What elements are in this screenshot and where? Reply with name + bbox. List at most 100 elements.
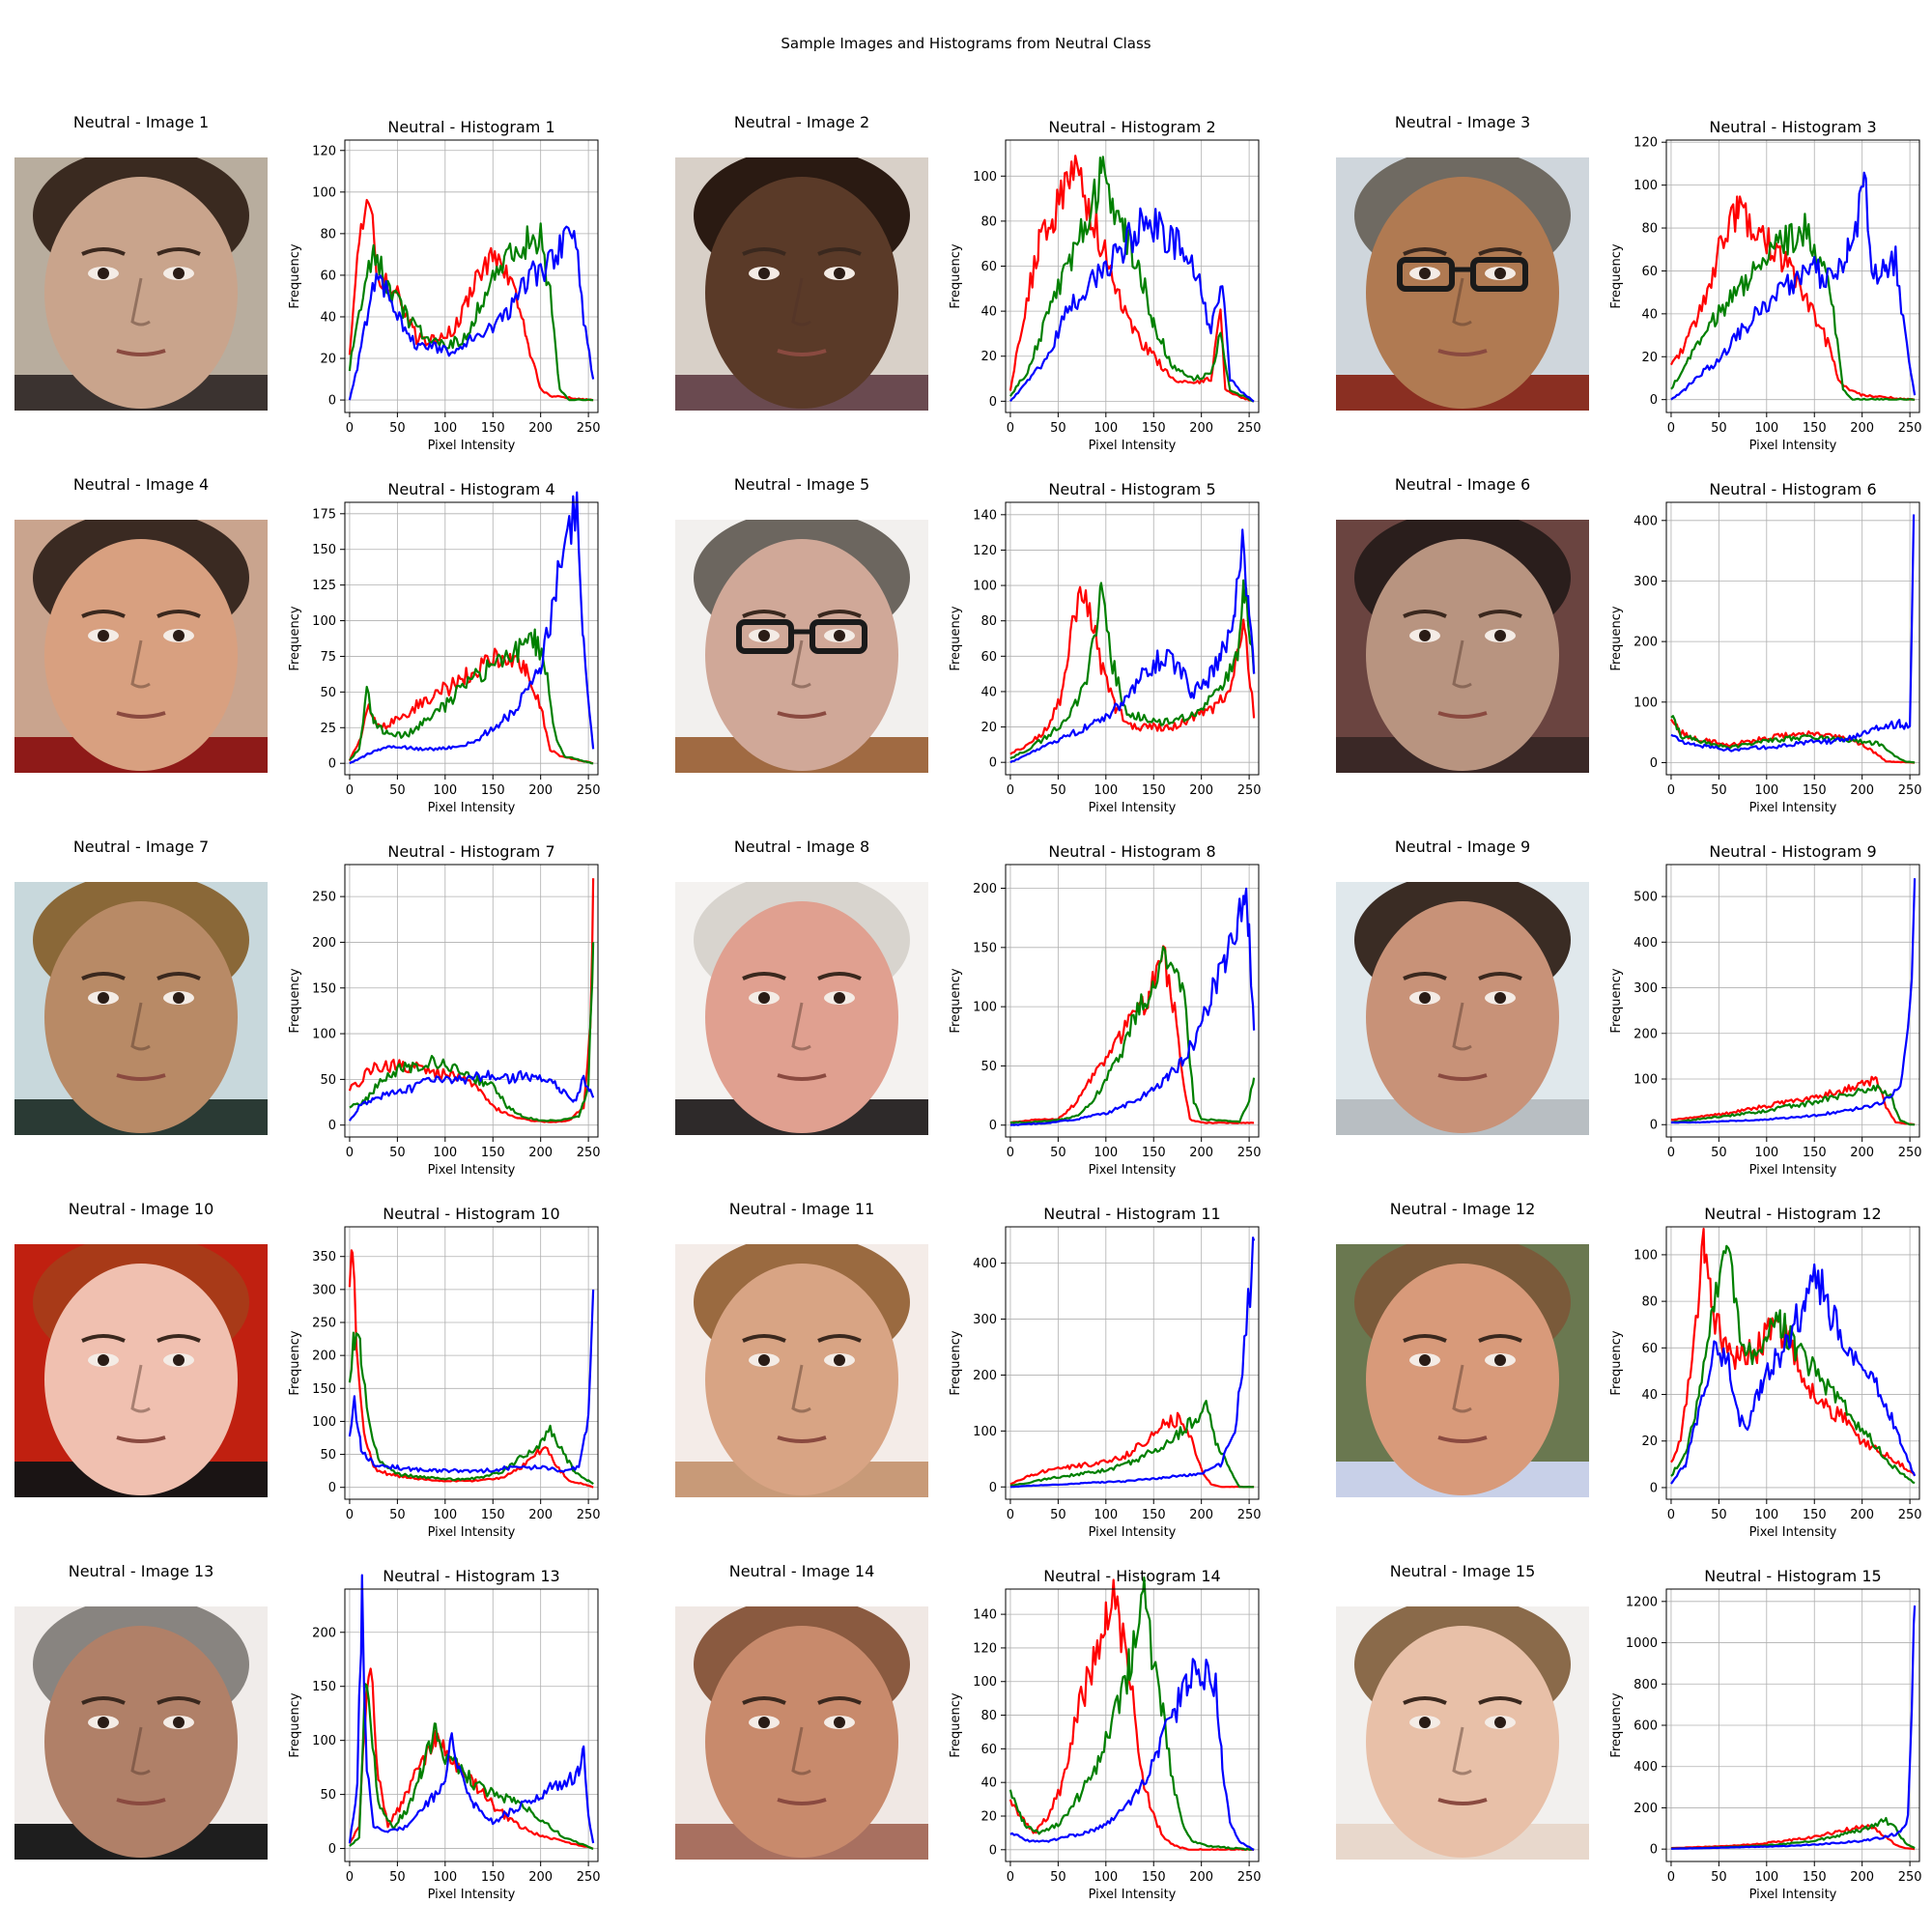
- axes-frame: [1005, 1226, 1260, 1500]
- y-tick-label: 0: [328, 757, 336, 772]
- x-tick-label: 50: [389, 783, 406, 798]
- y-tick-label: 250: [312, 1317, 336, 1331]
- face-left-pupil: [98, 1717, 109, 1728]
- series-line-red: [1009, 945, 1255, 1124]
- x-tick-label: 250: [1898, 1146, 1922, 1160]
- image-title: Neutral - Image 4: [72, 475, 210, 494]
- face-left-pupil: [98, 992, 109, 1004]
- x-tick-label: 0: [1007, 1870, 1014, 1885]
- histogram-title: Neutral - Histogram 15: [1704, 1567, 1881, 1585]
- y-tick-label: 40: [1641, 1388, 1658, 1403]
- x-tick-label: 150: [1803, 1146, 1827, 1160]
- face-left-brow: [742, 610, 786, 618]
- x-axis-label: Pixel Intensity: [1089, 1888, 1177, 1902]
- y-tick-label: 1200: [1626, 1595, 1658, 1609]
- face-nose: [130, 1726, 151, 1776]
- face-left-pupil: [758, 992, 770, 1004]
- y-tick-label: 0: [328, 1481, 336, 1495]
- face-image: [14, 1244, 268, 1497]
- y-tick-label: 80: [980, 1709, 997, 1723]
- series-line-green: [1670, 1244, 1916, 1485]
- x-tick-label: 0: [1007, 783, 1014, 798]
- series-line-blue: [349, 491, 595, 765]
- x-axis-label: Pixel Intensity: [428, 1888, 516, 1902]
- y-tick-label: 60: [320, 269, 336, 283]
- x-axis-label: Pixel Intensity: [1749, 439, 1837, 453]
- x-tick-label: 200: [528, 1870, 553, 1885]
- series-line-green: [349, 628, 594, 765]
- y-tick-label: 20: [1641, 1435, 1658, 1449]
- face-right-pupil: [1494, 268, 1506, 279]
- x-tick-label: 200: [1850, 1146, 1874, 1160]
- face-nose: [130, 639, 151, 689]
- image-title: Neutral - Image 1: [72, 113, 210, 131]
- face-nose: [791, 639, 811, 689]
- x-axis-label: Pixel Intensity: [1089, 1163, 1177, 1178]
- x-axis-label: Pixel Intensity: [1089, 801, 1177, 815]
- face-left-brow: [742, 1696, 786, 1705]
- x-tick-label: 250: [1898, 1870, 1922, 1885]
- face-mouth: [116, 349, 166, 356]
- x-tick-label: 200: [1189, 1508, 1213, 1522]
- x-axis-label: Pixel Intensity: [428, 1525, 516, 1540]
- histogram-title: Neutral - Histogram 10: [383, 1205, 559, 1223]
- y-axis-label: Frequency: [1609, 606, 1624, 670]
- y-tick-label: 60: [1641, 265, 1658, 279]
- face-glasses-right: [1470, 257, 1528, 292]
- image-title: Neutral - Image 5: [733, 475, 870, 494]
- histogram-title: Neutral - Histogram 2: [1048, 118, 1215, 136]
- axes-frame: [1665, 139, 1920, 413]
- face-nose: [791, 277, 811, 327]
- series-line-red: [1009, 1411, 1255, 1489]
- y-tick-label: 200: [312, 936, 336, 951]
- y-tick-label: 150: [973, 941, 997, 955]
- face-image: [14, 157, 268, 411]
- x-tick-label: 50: [1050, 1508, 1066, 1522]
- histogram-chart: Neutral - Histogram 6 0 50 100 150 200 250 0 100…: [1609, 480, 1922, 815]
- x-tick-label: 200: [1850, 1508, 1874, 1522]
- y-tick-label: 150: [312, 1680, 336, 1694]
- x-tick-label: 250: [577, 1508, 601, 1522]
- x-tick-label: 0: [346, 1870, 354, 1885]
- face-right-brow: [817, 610, 862, 618]
- y-axis-label: Frequency: [949, 968, 963, 1033]
- histogram-chart: Neutral - Histogram 1 0 50 100 150 200 250 0 20 4…: [288, 118, 601, 453]
- histogram-chart: Neutral - Histogram 11 0 50 100 150 200 250 0 10…: [949, 1205, 1262, 1540]
- x-tick-label: 250: [577, 421, 601, 436]
- x-tick-label: 100: [433, 1870, 457, 1885]
- face-mouth: [1437, 1073, 1488, 1081]
- x-tick-label: 0: [1667, 783, 1675, 798]
- series-line-blue: [1009, 528, 1256, 764]
- y-tick-label: 200: [973, 1369, 997, 1383]
- histogram-chart: Neutral - Histogram 14 0 50 100 150 200 250 0 20…: [949, 1567, 1262, 1902]
- x-tick-label: 100: [1754, 1508, 1778, 1522]
- x-tick-label: 100: [1094, 1508, 1118, 1522]
- face-right-pupil: [1494, 630, 1506, 641]
- face-right-brow: [1478, 1696, 1522, 1705]
- face-image: [675, 520, 928, 773]
- face-right-pupil: [173, 268, 185, 279]
- y-tick-label: 0: [1650, 393, 1658, 408]
- y-tick-label: 0: [989, 1843, 997, 1858]
- series-line-green: [1009, 156, 1255, 403]
- face-left-pupil: [98, 630, 109, 641]
- histogram-chart: Neutral - Histogram 7 0 50 100 150 200 250 0 50 1…: [288, 842, 601, 1178]
- y-tick-label: 40: [980, 1776, 997, 1791]
- face-left-brow: [742, 247, 786, 256]
- x-tick-label: 100: [1094, 1146, 1118, 1160]
- face-right-brow: [1478, 247, 1522, 256]
- face-image: [1336, 882, 1589, 1135]
- series-line-red: [1009, 585, 1256, 755]
- image-title: Neutral - Image 2: [733, 113, 870, 131]
- x-tick-label: 0: [1007, 421, 1014, 436]
- x-tick-label: 50: [1711, 783, 1727, 798]
- y-tick-label: 150: [312, 543, 336, 557]
- histogram-title: Neutral - Histogram 14: [1043, 1567, 1220, 1585]
- x-tick-label: 200: [528, 1508, 553, 1522]
- axes-frame: [344, 1226, 599, 1500]
- face-right-brow: [817, 1696, 862, 1705]
- y-tick-label: 200: [1634, 1027, 1658, 1041]
- y-tick-label: 60: [1641, 1342, 1658, 1356]
- x-tick-label: 0: [346, 783, 354, 798]
- y-tick-label: 100: [973, 1675, 997, 1690]
